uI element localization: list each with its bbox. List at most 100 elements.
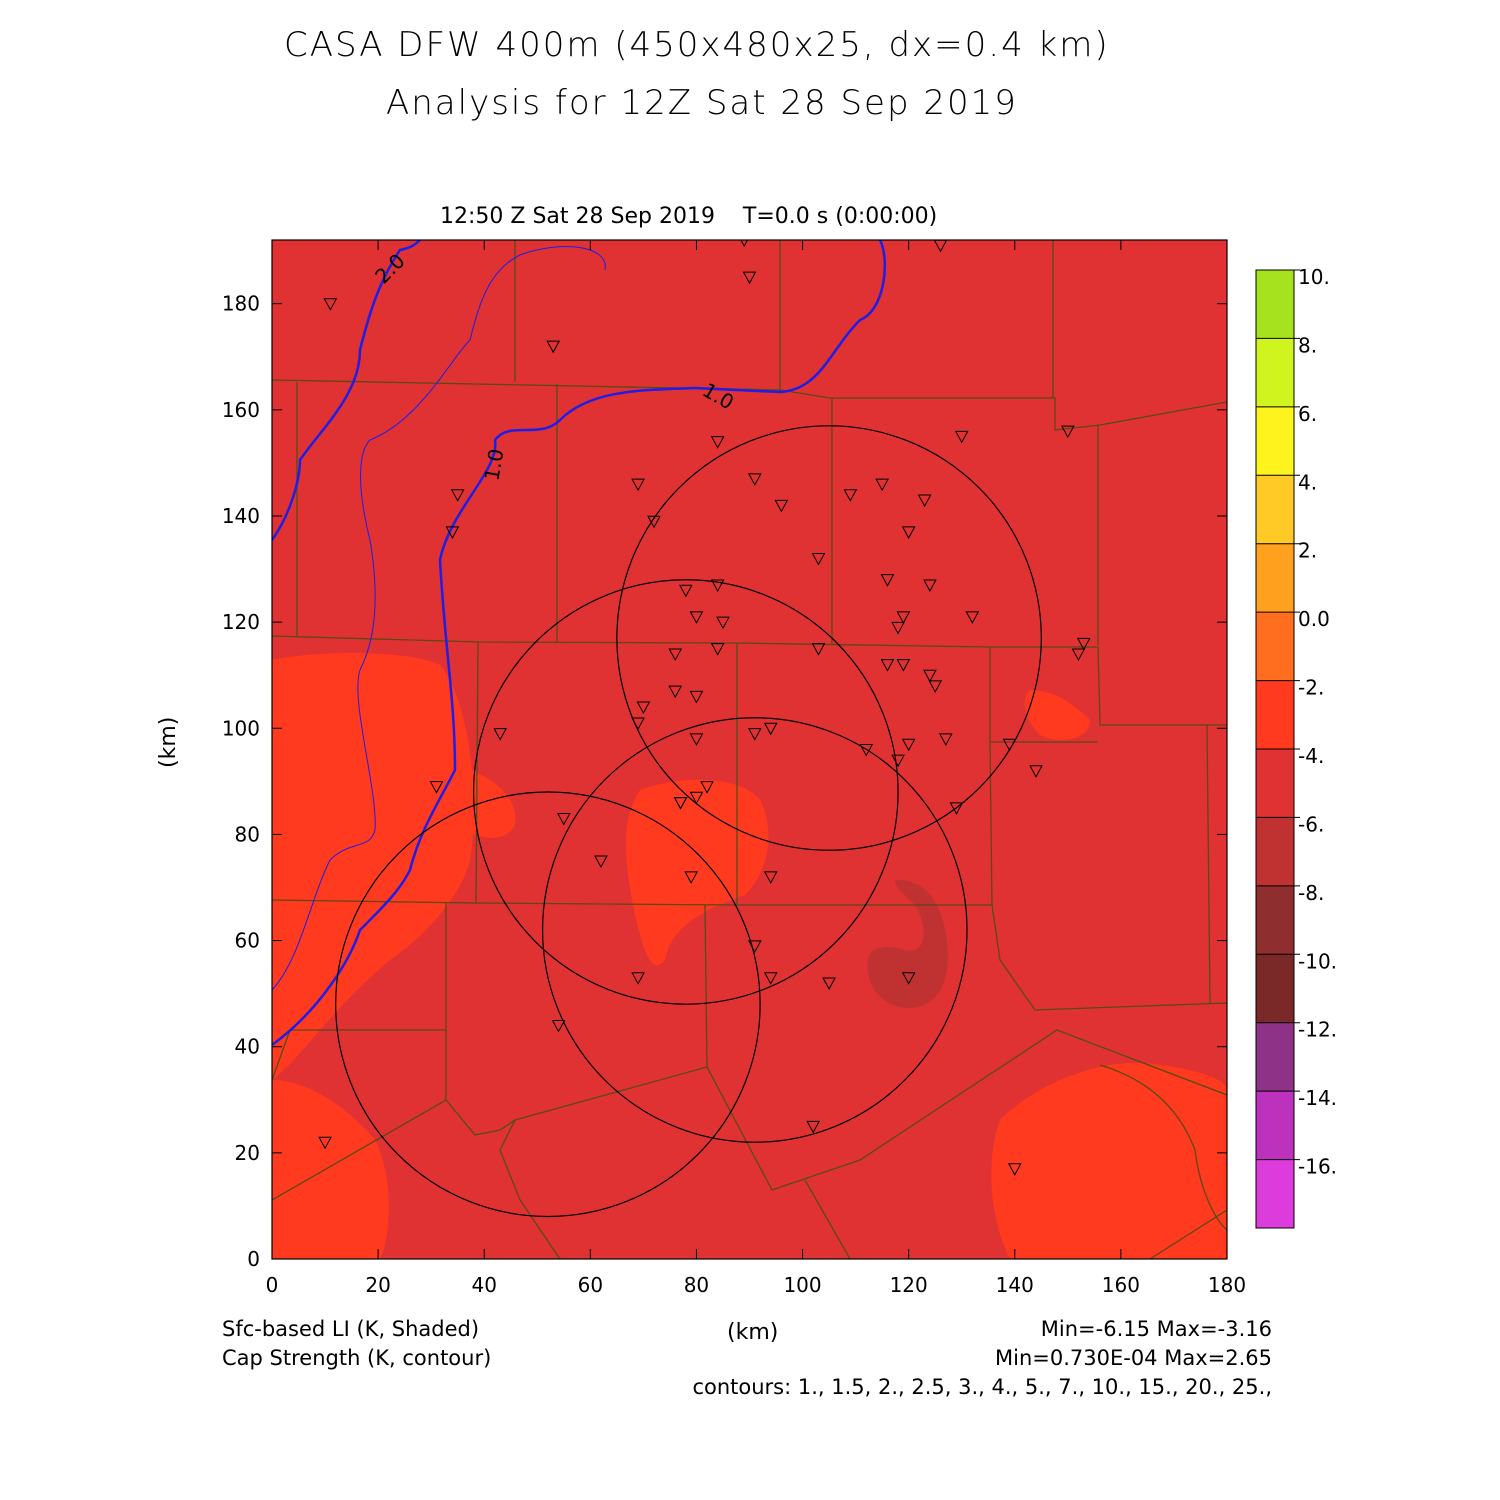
station-marker — [551, 1019, 566, 1033]
y-axis-label: (km) — [156, 716, 181, 768]
station-marker — [917, 494, 932, 508]
station-marker — [631, 972, 645, 985]
colorbar-swatch — [1256, 1022, 1294, 1092]
valid-time: 12:50 Z Sat 28 Sep 2019 T=0.0 s (0:00:00… — [440, 204, 938, 229]
chart-title-line2: Analysis for 12Z Sat 28 Sep 2019 — [386, 83, 1018, 123]
axis-ticks — [271, 240, 1228, 1260]
y-tick-label: 80 — [235, 822, 260, 846]
radar-ring-2 — [473, 579, 899, 1005]
observation-stations — [318, 240, 1091, 1176]
station-marker — [774, 499, 789, 513]
station-marker — [700, 781, 714, 794]
y-tick-label: 0 — [247, 1247, 260, 1271]
colorbar-label: 10. — [1298, 265, 1330, 289]
station-marker — [1002, 738, 1017, 752]
colorbar: 10. 8. 6. 4. 2. 0.0 -2. -4. -6. -8. -10. -12. -14. -1… — [1255, 265, 1337, 1229]
station-marker — [822, 977, 836, 991]
colorbar-swatch — [1256, 680, 1294, 749]
station-marker — [1029, 765, 1043, 778]
station-marker — [763, 972, 778, 985]
y-tick-label: 140 — [222, 504, 260, 528]
station-marker — [891, 754, 905, 768]
station-marker — [668, 648, 683, 662]
station-marker — [880, 574, 895, 587]
li-cool-region — [867, 879, 949, 1009]
station-marker — [928, 680, 943, 693]
colorbar-label: -16. — [1298, 1155, 1337, 1179]
station-marker — [631, 717, 645, 731]
station-marker — [636, 701, 651, 715]
station-marker — [689, 611, 704, 624]
station-marker — [763, 871, 778, 884]
legend-minmax2: Min=0.730E-04 Max=2.65 — [995, 1346, 1272, 1370]
y-tick-label: 40 — [235, 1035, 260, 1059]
y-tick-label: 20 — [235, 1141, 260, 1165]
x-tick-label: 140 — [996, 1273, 1034, 1297]
y-tick-label: 180 — [222, 292, 260, 316]
station-marker — [880, 659, 895, 672]
station-marker — [896, 659, 911, 672]
colorbar-swatch — [1256, 543, 1294, 613]
y-tick-label: 120 — [222, 610, 260, 634]
cap-strength-thin-contours — [272, 246, 606, 991]
plot-area — [272, 240, 1227, 1259]
y-tick-label: 160 — [222, 398, 260, 422]
colorbar-label: -6. — [1298, 812, 1324, 836]
legend-contours: contours: 1., 1.5, 2., 2.5, 3., 4., 5., … — [692, 1375, 1272, 1399]
station-marker — [811, 643, 826, 656]
x-tick-label: 120 — [890, 1273, 928, 1297]
colorbar-swatch — [1256, 338, 1294, 407]
station-marker — [546, 340, 561, 354]
station-marker — [843, 489, 858, 502]
station-marker — [806, 1120, 821, 1134]
x-tick-label: 100 — [783, 1273, 821, 1297]
li-warm-region-west — [272, 653, 516, 1259]
station-marker — [684, 871, 698, 884]
station-marker — [965, 611, 980, 624]
station-marker — [445, 526, 460, 539]
colorbar-swatch — [1256, 270, 1294, 339]
colorbar-swatch — [1256, 406, 1294, 476]
legend-field2: Cap Strength (K, contour) — [222, 1346, 492, 1370]
station-marker — [493, 728, 507, 741]
station-marker — [747, 473, 762, 486]
station-marker — [594, 855, 608, 868]
li-warm-region-east — [1024, 690, 1090, 740]
colorbar-label: -2. — [1298, 676, 1324, 700]
radar-ring-3 — [541, 717, 968, 1143]
y-tick-label: 100 — [222, 716, 260, 740]
station-marker — [450, 489, 465, 502]
chart-title-line1: CASA DFW 400m (450x480x25, dx=0.4 km) — [284, 25, 1110, 65]
radar-range-rings — [335, 425, 1042, 1218]
station-marker — [901, 526, 916, 539]
colorbar-label: -12. — [1298, 1018, 1337, 1042]
station-marker — [949, 802, 964, 815]
li-warm-region-southeast — [991, 1062, 1227, 1259]
colorbar-label: -8. — [1298, 881, 1324, 905]
x-axis-label: (km) — [727, 1320, 779, 1345]
colorbar-swatch — [1256, 885, 1294, 955]
colorbar-swatch — [1256, 954, 1294, 1023]
colorbar-label: 0.0 — [1298, 607, 1330, 631]
colorbar-swatch — [1256, 475, 1294, 544]
station-marker — [901, 738, 916, 752]
station-marker — [710, 643, 725, 656]
colorbar-swatch — [1256, 1159, 1294, 1228]
station-marker — [1076, 637, 1091, 651]
station-marker — [668, 685, 683, 699]
x-tick-label: 40 — [471, 1273, 496, 1297]
station-marker — [318, 1136, 332, 1150]
x-tick-label: 60 — [578, 1273, 603, 1297]
station-marker — [323, 298, 338, 311]
legend-minmax1: Min=-6.15 Max=-3.16 — [1040, 1317, 1272, 1341]
station-marker — [954, 430, 969, 444]
station-marker — [673, 797, 688, 810]
station-marker — [923, 669, 937, 683]
station-marker — [891, 621, 905, 635]
colorbar-label: 8. — [1298, 333, 1317, 357]
colorbar-swatch — [1256, 817, 1294, 886]
radar-ring-1 — [616, 425, 1042, 851]
station-marker — [689, 733, 704, 746]
x-tick-label: 80 — [684, 1273, 709, 1297]
